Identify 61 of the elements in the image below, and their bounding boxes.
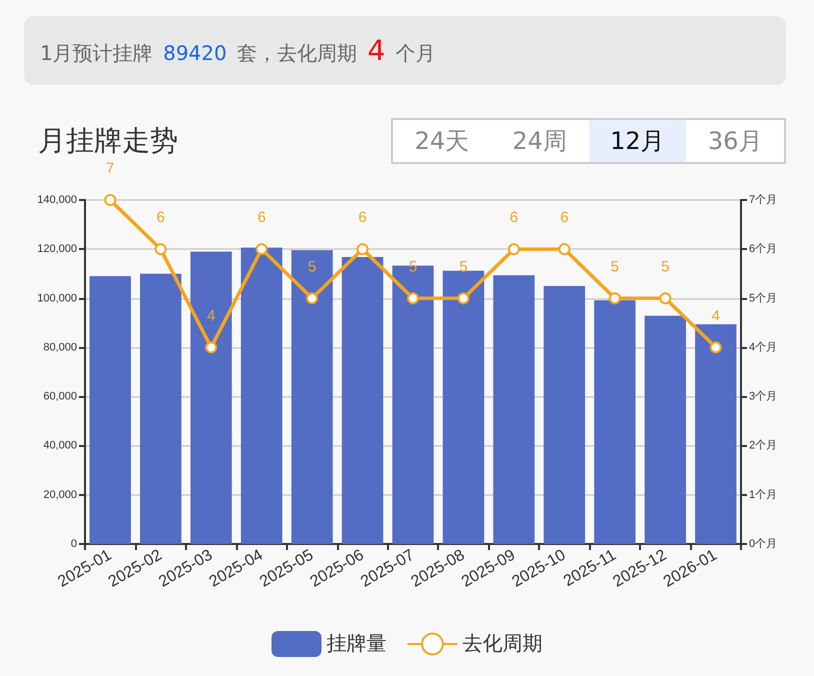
data-label: 5: [459, 258, 468, 276]
point: [154, 243, 167, 256]
point: [558, 243, 570, 256]
bar: [544, 286, 586, 544]
data-label: 5: [661, 258, 670, 276]
y2-tick-label: 5个月: [749, 292, 778, 304]
text: 24周: [511, 126, 568, 157]
data-label: 6: [358, 209, 367, 226]
y-tick-label: 60,000: [43, 390, 77, 403]
data-label: 6: [257, 209, 266, 226]
bar: [342, 257, 384, 544]
point: [407, 292, 419, 304]
bar: [594, 300, 636, 544]
chart-title: 月挂牌走势: [38, 123, 178, 159]
data-label: 5: [308, 258, 316, 276]
y2-tick-label: 6个月: [749, 243, 778, 256]
bar: [190, 252, 232, 544]
y-tick-label: 120,000: [37, 243, 77, 256]
bar: [140, 274, 182, 544]
data-label: 7: [106, 160, 114, 177]
y2-tick-label: 0个月: [749, 538, 778, 550]
data-label: 4: [712, 307, 720, 324]
point: [205, 341, 218, 354]
point: [104, 194, 116, 206]
point: [710, 341, 722, 354]
data-label: 5: [610, 258, 620, 276]
point: [256, 243, 268, 256]
point: [457, 292, 470, 304]
bar: [695, 324, 736, 544]
y-tick-label: 40,000: [43, 440, 77, 452]
point: [356, 243, 369, 256]
y-tick-label: 100,000: [37, 292, 77, 304]
legend-label: 挂牌量: [326, 633, 386, 655]
text: 24天: [414, 126, 470, 157]
point: [306, 292, 318, 304]
point: [659, 292, 672, 304]
bar: [90, 276, 131, 544]
bar: [493, 275, 535, 544]
y2-tick-label: 1个月: [749, 488, 778, 501]
y2-tick-label: 7个月: [749, 194, 778, 206]
data-label: 6: [156, 209, 165, 226]
point: [508, 243, 520, 256]
bar: [644, 316, 686, 544]
bar: [240, 248, 282, 544]
text: 36月: [706, 126, 764, 157]
bar: [291, 250, 333, 544]
data-label: 6: [510, 209, 518, 226]
point: [608, 292, 621, 304]
bar: [442, 270, 484, 544]
data-label: 4: [206, 307, 216, 324]
legend-label: 去化周期: [462, 633, 542, 655]
y2-tick-label: 4个月: [749, 341, 778, 354]
y-tick-label: 20,000: [43, 488, 77, 501]
y-tick-label: 80,000: [43, 341, 77, 354]
y2-tick-label: 2个月: [749, 440, 778, 452]
y-tick-label: 0: [70, 538, 77, 550]
text: 12月: [588, 120, 686, 162]
chart-subtitle: 1月预计挂牌 89420 套，去化周期 4 个月: [40, 34, 436, 67]
y-tick-label: 140,000: [37, 194, 77, 206]
y2-tick-label: 3个月: [749, 390, 778, 403]
data-label: 6: [560, 209, 569, 226]
